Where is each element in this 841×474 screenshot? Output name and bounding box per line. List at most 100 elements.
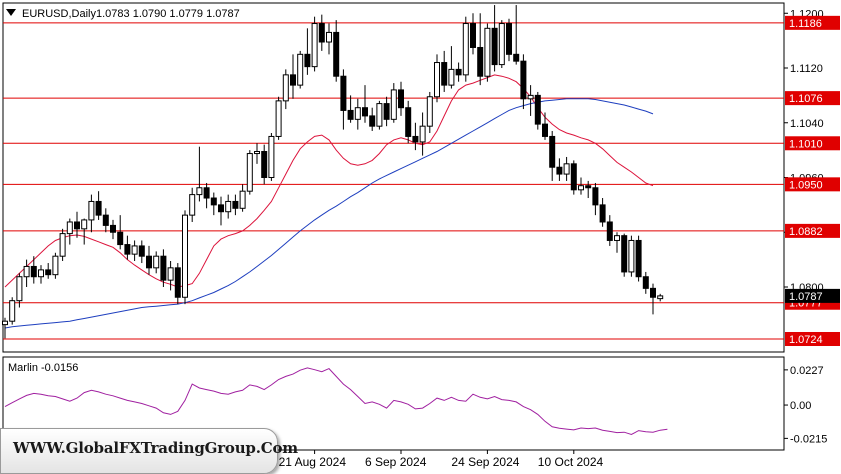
candle-body (124, 244, 131, 255)
candle-body (203, 187, 210, 199)
candle-body (232, 200, 239, 209)
main-panel-frame (2, 2, 785, 353)
indicator-line (4, 367, 668, 436)
candle-body (354, 107, 361, 120)
candle-body (268, 135, 275, 178)
candle-body (30, 265, 37, 278)
candle-body (412, 135, 419, 143)
candle-body (16, 276, 23, 302)
candle-body (153, 255, 160, 269)
candle-body (434, 62, 440, 98)
candle-body (657, 295, 664, 300)
level-tag (785, 223, 840, 238)
level-tag (785, 177, 840, 192)
candle-body (650, 287, 656, 298)
indicator-title: Marlin -0.0156 (8, 362, 78, 374)
candle-body (210, 197, 217, 206)
candle-body (642, 276, 649, 289)
candle-body (498, 23, 505, 66)
candle-body (66, 221, 73, 235)
level-label: 1.0724 (789, 334, 823, 346)
chart-symbol-label: EURUSD,Daily (22, 8, 96, 20)
indicator-y-tick-label: 0.00 (790, 400, 811, 412)
candle-body (189, 194, 196, 216)
candle-body (477, 46, 484, 77)
candle-body (426, 96, 433, 127)
candle-body (513, 53, 520, 62)
candle-body (484, 27, 491, 77)
candle-body (88, 200, 95, 221)
watermark-banner: WWW.GlobalFXTradingGroup.Com (0, 428, 298, 474)
candle-body (362, 107, 368, 117)
x-tick-label: 6 Sep 2024 (365, 455, 427, 469)
candle-body (578, 185, 584, 191)
candle-body (102, 214, 109, 226)
candle-body (527, 94, 534, 100)
candle-body (542, 123, 548, 137)
candle-body (160, 255, 167, 281)
candle-body (369, 115, 376, 127)
candle-body (592, 187, 599, 206)
candle-body (174, 267, 181, 298)
candle-body (261, 150, 268, 178)
candle-body (167, 267, 174, 281)
candle-body (347, 109, 354, 120)
candle-body (52, 255, 59, 276)
candle-body (491, 27, 498, 66)
candle-body (45, 269, 52, 276)
candle-body (182, 214, 188, 298)
candle-body (81, 219, 88, 230)
level-label: 1.1186 (789, 18, 822, 30)
candle-body (376, 103, 383, 127)
x-tick-label: 24 Sep 2024 (451, 455, 519, 469)
candle-body (419, 125, 426, 143)
level-label: 1.1076 (789, 93, 823, 105)
level-tag (785, 91, 840, 106)
candle-body (117, 231, 124, 246)
candle-body (275, 100, 282, 137)
current-price-label: 1.0787 (789, 291, 823, 303)
candle-body (290, 74, 296, 86)
candle-body (225, 200, 232, 213)
candle-body (462, 23, 469, 76)
candle-body (441, 62, 448, 86)
level-label: 1.0882 (789, 226, 823, 238)
candle-body (455, 68, 462, 76)
candle-body (614, 235, 620, 241)
candle-body (38, 269, 44, 278)
candle-body (23, 265, 30, 278)
x-tick-label: 21 Aug 2024 (279, 455, 347, 469)
y-tick-label: 1.1040 (790, 118, 824, 130)
candle-body (556, 166, 563, 175)
candle-body (599, 204, 606, 223)
candle-body (282, 74, 289, 102)
moving-average-blue (4, 98, 654, 329)
indicator-y-tick-label: 0.0227 (790, 365, 824, 377)
y-tick-label: 1.1120 (790, 63, 823, 75)
candle-body (390, 89, 397, 120)
candle-body (635, 239, 642, 278)
candle-body (333, 31, 340, 77)
candle-body (59, 233, 66, 257)
indicator-y-tick-label: -0.0215 (790, 433, 827, 445)
chart-ohlc-label: 1.0783 1.0790 1.0779 1.0787 (96, 8, 240, 20)
watermark-text: WWW.GlobalFXTradingGroup.Com (13, 439, 298, 457)
candle-body (570, 163, 577, 191)
candle-body (470, 23, 476, 48)
candle-body (131, 245, 138, 255)
candle-body (138, 245, 145, 257)
candle-body (326, 31, 332, 43)
x-tick-label: 10 Oct 2024 (538, 455, 604, 469)
candle-body (398, 89, 404, 109)
candle-body (621, 235, 628, 273)
triangle-down-icon (6, 9, 16, 16)
candle-body (254, 150, 260, 155)
candle-body (318, 23, 325, 43)
candle-body (297, 53, 304, 86)
level-tag (785, 15, 840, 30)
candle-body (563, 163, 570, 175)
level-tag (785, 136, 840, 151)
candle-body (246, 153, 253, 192)
candle-body (585, 185, 592, 189)
